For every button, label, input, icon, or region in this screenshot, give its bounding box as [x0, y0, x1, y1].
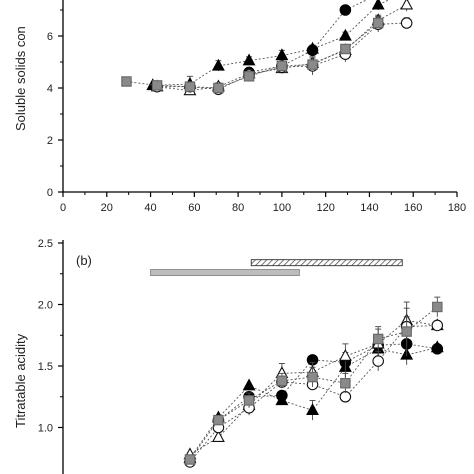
x-tick-label-a: 160	[404, 202, 422, 214]
filled-triangle-point-2	[211, 58, 225, 71]
series-line-filled-circle	[249, 0, 368, 73]
y-axis-label-a: Soluble solids con	[13, 26, 28, 131]
x-tick-label-a: 140	[360, 202, 378, 214]
y-tick-label-b: 1.5	[38, 361, 53, 373]
gray-square-point-5	[276, 60, 288, 72]
panel-label-b: (b)	[76, 253, 92, 268]
y-axis-label-b: Titratable acidity	[13, 333, 28, 428]
gray-square-point-5	[340, 377, 351, 389]
filled-triangle-point-3	[242, 53, 256, 66]
filled-triangle-point-4	[275, 48, 289, 61]
y-tick-label-a: 6	[47, 31, 53, 43]
series-gray-square	[121, 17, 384, 94]
gray-square-point-8	[372, 17, 384, 29]
gray-square-point-1	[213, 414, 224, 426]
series-filled-circle	[243, 0, 380, 79]
series-line-filled-triangle	[152, 0, 390, 86]
x-tick-label-a: 180	[448, 202, 466, 214]
period-bar-gray	[150, 269, 300, 276]
gray-square-point-1	[151, 80, 163, 91]
x-tick-label-a: 20	[101, 202, 113, 214]
open-triangle-point-8	[400, 0, 414, 10]
gray-square-point-7	[401, 326, 412, 337]
open-circle-point-5	[339, 390, 352, 403]
series-line-open-triangle	[157, 4, 407, 92]
panel-b: 1.0 1.5 2.0 2.5 (b) Titratable acidity	[13, 238, 444, 474]
open-circle-point-8	[431, 319, 444, 332]
gray-square-point-7	[340, 43, 351, 55]
y-tick-label-a: 4	[47, 83, 53, 95]
filled-circle-point-2	[306, 44, 319, 57]
gray-square-point-6	[307, 59, 318, 70]
gray-square-point-3	[276, 375, 288, 386]
gray-square-point-0	[184, 454, 196, 465]
series-line-open-circle	[189, 324, 438, 463]
series-filled-triangle	[146, 0, 390, 92]
y-tick-label-a: 2	[47, 135, 53, 147]
open-circle-point-6	[372, 355, 384, 367]
gray-square-point-4	[243, 71, 255, 82]
gray-square-point-4	[307, 371, 318, 383]
filled-triangle-point-2	[242, 378, 256, 391]
series-line-gray-square	[189, 306, 438, 460]
gray-square-point-2	[184, 81, 196, 92]
gray-square-point-6	[372, 333, 384, 345]
gray-square-point-2	[243, 395, 255, 406]
y-tick-label-b: 2.5	[38, 238, 53, 250]
filled-circle-point-2	[276, 389, 288, 402]
x-tick-label-a: 60	[188, 202, 200, 214]
x-tick-label-a: 40	[144, 202, 156, 214]
open-triangle-point-1	[211, 430, 225, 443]
filled-circle-point-3	[339, 4, 352, 16]
open-circle-point-8	[400, 17, 413, 29]
gray-square-point-8	[432, 301, 443, 313]
filled-circle-point-7	[431, 343, 444, 355]
x-tick-label-a: 120	[316, 202, 334, 214]
open-triangle-point-5	[338, 348, 352, 361]
y-tick-label-b: 2.0	[38, 300, 53, 312]
x-tick-label-a: 80	[232, 202, 244, 214]
filled-triangle-point-7	[371, 0, 385, 10]
gray-square-point-0	[121, 76, 132, 87]
gray-square-point-3	[213, 82, 224, 94]
y-tick-label-a: 0	[47, 187, 53, 199]
period-bar-hatched	[250, 259, 403, 267]
filled-triangle-point-6	[338, 28, 352, 41]
series-gray-square	[184, 296, 443, 465]
filled-triangle-point-4	[306, 403, 319, 415]
x-tick-label-a: 0	[60, 202, 66, 214]
x-tick-label-a: 100	[273, 202, 291, 214]
y-tick-label-b: 1.0	[38, 423, 53, 435]
